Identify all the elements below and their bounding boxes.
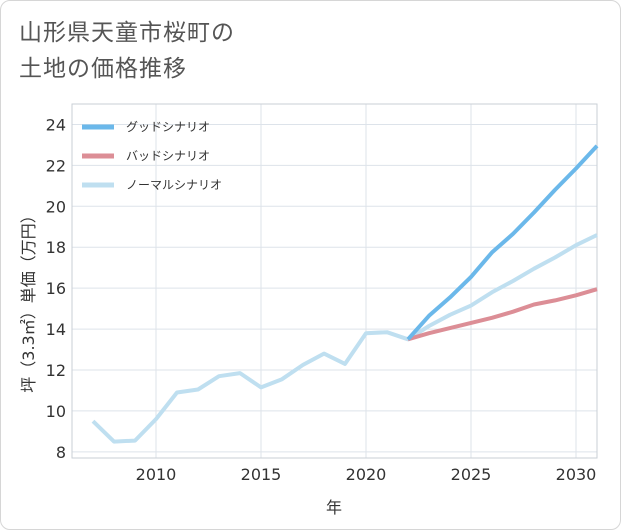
series-line-1 [407,287,598,342]
chart-title: 山形県天童市桜町の 土地の価格推移 [19,15,235,87]
y-tick-label: 22 [46,156,66,175]
x-tick-label: 2010 [136,465,177,484]
x-axis-label: 年 [326,498,342,517]
legend-label: ノーマルシナリオ [126,178,222,192]
y-tick-label: 20 [46,197,66,216]
y-tick-label: 12 [46,361,66,380]
y-tick-label: 10 [46,402,66,421]
y-tick-label: 18 [46,238,66,257]
series-line-2 [91,233,598,444]
chart-title-line-2: 土地の価格推移 [19,56,187,82]
y-tick-label: 24 [46,115,66,134]
y-axis-label: 坪（3.3㎡）単価（万円） [19,207,38,392]
x-tick-label: 2020 [346,465,387,484]
grid-lines [72,104,597,458]
y-tick-labels: 8 10 12 14 16 18 20 22 24 [46,115,66,461]
series-lines [91,144,599,444]
x-tick-labels: 2010 2015 2020 2025 2030 [136,465,597,484]
y-tick-label: 16 [46,279,66,298]
y-tick-label: 8 [56,443,66,462]
x-tick-label: 2030 [556,465,597,484]
y-tick-label: 14 [46,320,66,339]
x-tick-label: 2025 [451,465,492,484]
legend-label: グッドシナリオ [126,120,210,134]
series-line-0 [406,144,599,341]
x-tick-label: 2015 [241,465,282,484]
chart-title-line-1: 山形県天童市桜町の [19,20,235,46]
plot-frame [71,103,598,459]
legend-label: バッドシナリオ [126,149,210,163]
